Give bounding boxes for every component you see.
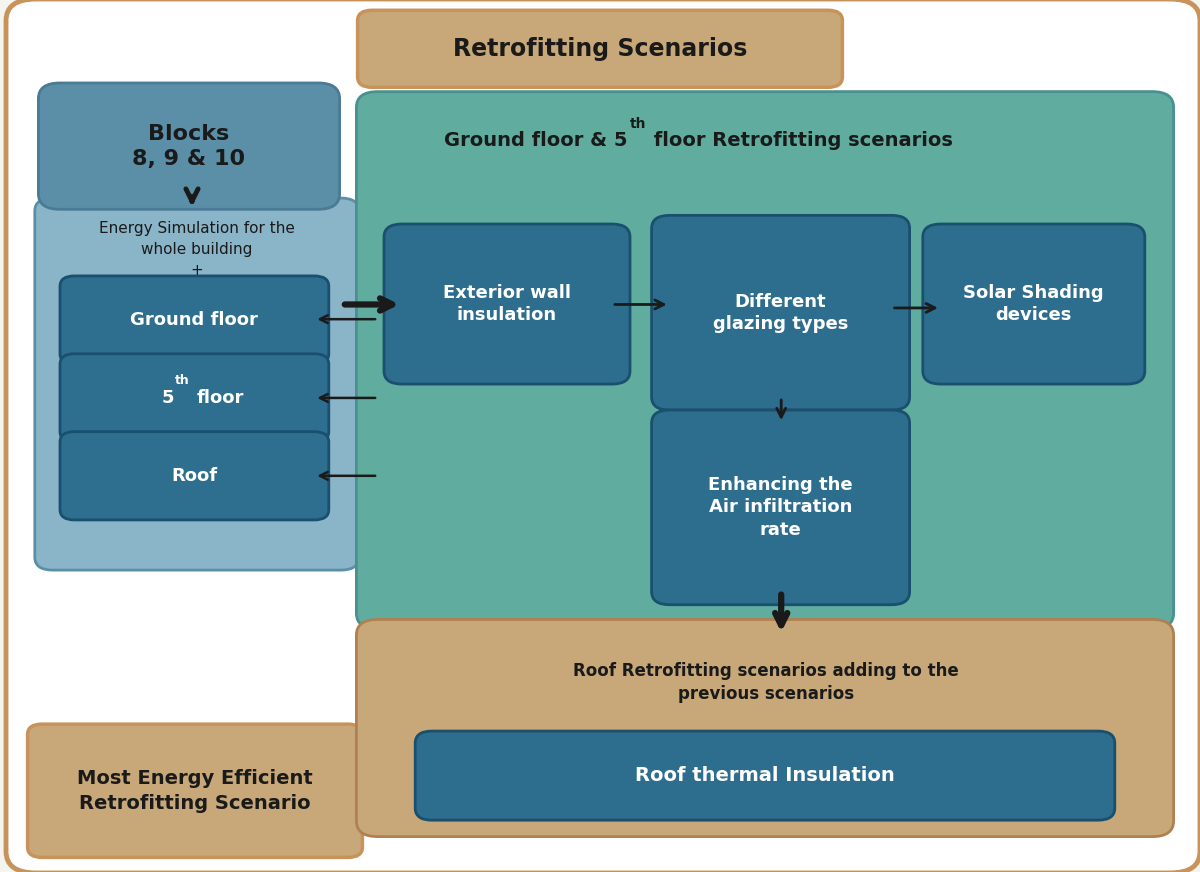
FancyBboxPatch shape: [923, 224, 1145, 384]
FancyBboxPatch shape: [38, 83, 340, 209]
FancyBboxPatch shape: [652, 215, 910, 410]
Text: Enhancing the
Air infiltration
rate: Enhancing the Air infiltration rate: [708, 476, 853, 539]
FancyBboxPatch shape: [356, 92, 1174, 629]
FancyBboxPatch shape: [356, 619, 1174, 836]
Text: Roof Retrofitting scenarios adding to the
previous scenarios: Roof Retrofitting scenarios adding to th…: [572, 662, 959, 704]
FancyBboxPatch shape: [60, 276, 329, 364]
FancyBboxPatch shape: [6, 0, 1200, 872]
FancyBboxPatch shape: [60, 432, 329, 520]
FancyBboxPatch shape: [384, 224, 630, 384]
FancyBboxPatch shape: [60, 354, 329, 442]
Text: 5: 5: [162, 389, 174, 407]
Text: Blocks
8, 9 & 10: Blocks 8, 9 & 10: [132, 124, 246, 168]
Text: Ground floor: Ground floor: [131, 311, 258, 329]
FancyBboxPatch shape: [35, 198, 359, 570]
Text: Roof thermal Insulation: Roof thermal Insulation: [635, 766, 895, 785]
FancyBboxPatch shape: [415, 731, 1115, 821]
Text: Exterior wall
insulation: Exterior wall insulation: [443, 284, 571, 324]
Text: Different
glazing types: Different glazing types: [713, 293, 848, 333]
Text: Energy Simulation for the
whole building
+: Energy Simulation for the whole building…: [98, 221, 295, 278]
Text: floor Retrofitting scenarios: floor Retrofitting scenarios: [648, 131, 953, 150]
Text: Solar Shading
devices: Solar Shading devices: [964, 284, 1104, 324]
FancyBboxPatch shape: [28, 724, 362, 857]
Text: Roof: Roof: [172, 467, 217, 485]
Text: Most Energy Efficient
Retrofitting Scenario: Most Energy Efficient Retrofitting Scena…: [77, 769, 313, 813]
Text: Retrofitting Scenarios: Retrofitting Scenarios: [452, 37, 748, 61]
FancyBboxPatch shape: [358, 10, 842, 87]
Text: th: th: [175, 374, 190, 387]
Text: floor: floor: [197, 389, 245, 407]
Text: Ground floor & 5: Ground floor & 5: [444, 131, 628, 150]
FancyBboxPatch shape: [652, 410, 910, 604]
Text: th: th: [629, 118, 646, 132]
